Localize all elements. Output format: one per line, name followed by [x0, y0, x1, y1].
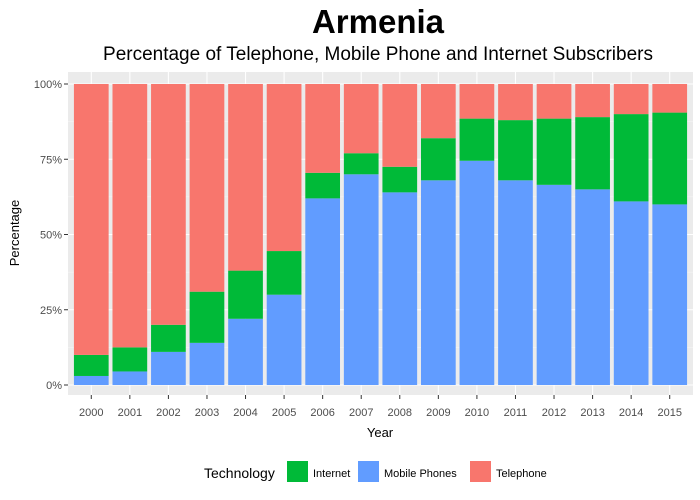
bar-internet-2001	[112, 347, 148, 372]
bar-internet-2011	[498, 120, 533, 181]
bar-telephone-2003	[189, 84, 225, 292]
x-tick-label: 2007	[349, 407, 373, 419]
bar-mobile-phones-2001	[112, 371, 148, 385]
bar-internet-2010	[459, 118, 495, 161]
legend-label-telephone: Telephone	[496, 468, 547, 480]
bar-mobile-phones-2015	[652, 204, 688, 385]
bar-mobile-phones-2011	[498, 180, 533, 385]
bar-internet-2000	[73, 354, 109, 376]
x-tick-label: 2009	[426, 407, 450, 419]
bar-internet-2002	[151, 324, 186, 352]
x-tick-label: 2014	[619, 407, 643, 419]
bar-mobile-phones-2004	[228, 318, 263, 385]
bar-mobile-phones-2007	[343, 174, 379, 385]
bar-telephone-2007	[343, 84, 379, 154]
y-tick-label: 0%	[46, 380, 62, 392]
legend-title: Technology	[204, 465, 275, 481]
x-tick-label: 2002	[156, 407, 180, 419]
x-tick-label: 2003	[195, 407, 219, 419]
x-tick-label: 2001	[118, 407, 142, 419]
x-tick-label: 2006	[310, 407, 334, 419]
bar-telephone-2008	[382, 84, 418, 167]
bar-internet-2013	[575, 117, 610, 190]
y-tick-label: 50%	[40, 230, 62, 242]
x-tick-label: 2015	[657, 407, 681, 419]
legend: Technology Internet Mobile Phones Teleph…	[204, 461, 547, 482]
x-axis-title: Year	[367, 425, 394, 440]
bar-internet-2006	[305, 172, 341, 199]
bar-telephone-2010	[459, 84, 495, 119]
bar-telephone-2004	[228, 84, 263, 271]
y-axis-title: Percentage	[7, 200, 22, 267]
bar-internet-2014	[613, 114, 649, 202]
y-tick-label: 75%	[40, 154, 62, 166]
bar-internet-2007	[343, 153, 379, 175]
bar-telephone-2000	[73, 84, 109, 355]
y-tick-label: 25%	[40, 305, 62, 317]
bar-mobile-phones-2005	[266, 294, 302, 385]
legend-swatch-mobile-phones	[358, 461, 379, 482]
legend-label-mobile-phones: Mobile Phones	[384, 468, 457, 480]
bar-telephone-2015	[652, 84, 688, 113]
chart-subtitle: Percentage of Telephone, Mobile Phone an…	[103, 44, 653, 65]
bar-internet-2012	[536, 118, 572, 185]
bar-mobile-phones-2010	[459, 160, 495, 385]
bar-internet-2008	[382, 166, 418, 193]
x-tick-label: 2010	[465, 407, 489, 419]
bar-internet-2015	[652, 112, 688, 205]
bar-telephone-2009	[420, 84, 456, 139]
x-tick-label: 2013	[580, 407, 604, 419]
bar-internet-2005	[266, 251, 302, 295]
legend-swatch-internet	[287, 461, 308, 482]
bar-mobile-phones-2002	[151, 351, 186, 385]
chart-title: Armenia	[312, 3, 445, 40]
bar-mobile-phones-2014	[613, 201, 649, 385]
bar-mobile-phones-2012	[536, 184, 572, 385]
bar-telephone-2011	[498, 84, 533, 121]
bar-telephone-2002	[151, 84, 186, 325]
bar-telephone-2005	[266, 84, 302, 252]
bar-internet-2009	[420, 138, 456, 181]
x-tick-label: 2005	[272, 407, 296, 419]
bar-telephone-2001	[112, 84, 148, 348]
bar-mobile-phones-2013	[575, 189, 610, 385]
x-tick-label: 2012	[542, 407, 566, 419]
bar-telephone-2013	[575, 84, 610, 118]
y-tick-label: 100%	[34, 79, 62, 91]
bar-telephone-2012	[536, 84, 572, 119]
legend-swatch-telephone	[470, 461, 491, 482]
bar-mobile-phones-2008	[382, 192, 418, 385]
bar-telephone-2006	[305, 84, 341, 173]
bar-mobile-phones-2000	[73, 375, 109, 385]
y-axis-ticks: 0% 25% 50% 75% 100%	[34, 79, 68, 392]
x-tick-label: 2000	[79, 407, 103, 419]
bars	[73, 84, 688, 385]
bar-internet-2003	[189, 291, 225, 343]
bar-internet-2004	[228, 270, 263, 319]
bar-mobile-phones-2006	[305, 198, 341, 385]
x-tick-label: 2004	[233, 407, 257, 419]
bar-telephone-2014	[613, 84, 649, 115]
bar-mobile-phones-2009	[420, 180, 456, 385]
legend-label-internet: Internet	[313, 468, 350, 480]
x-axis-ticks: 2000 2001 2002 2003 2004 2005 2006 2007 2008 2009…	[79, 395, 682, 419]
x-tick-label: 2008	[388, 407, 412, 419]
bar-mobile-phones-2003	[189, 342, 225, 385]
x-tick-label: 2011	[504, 407, 528, 419]
